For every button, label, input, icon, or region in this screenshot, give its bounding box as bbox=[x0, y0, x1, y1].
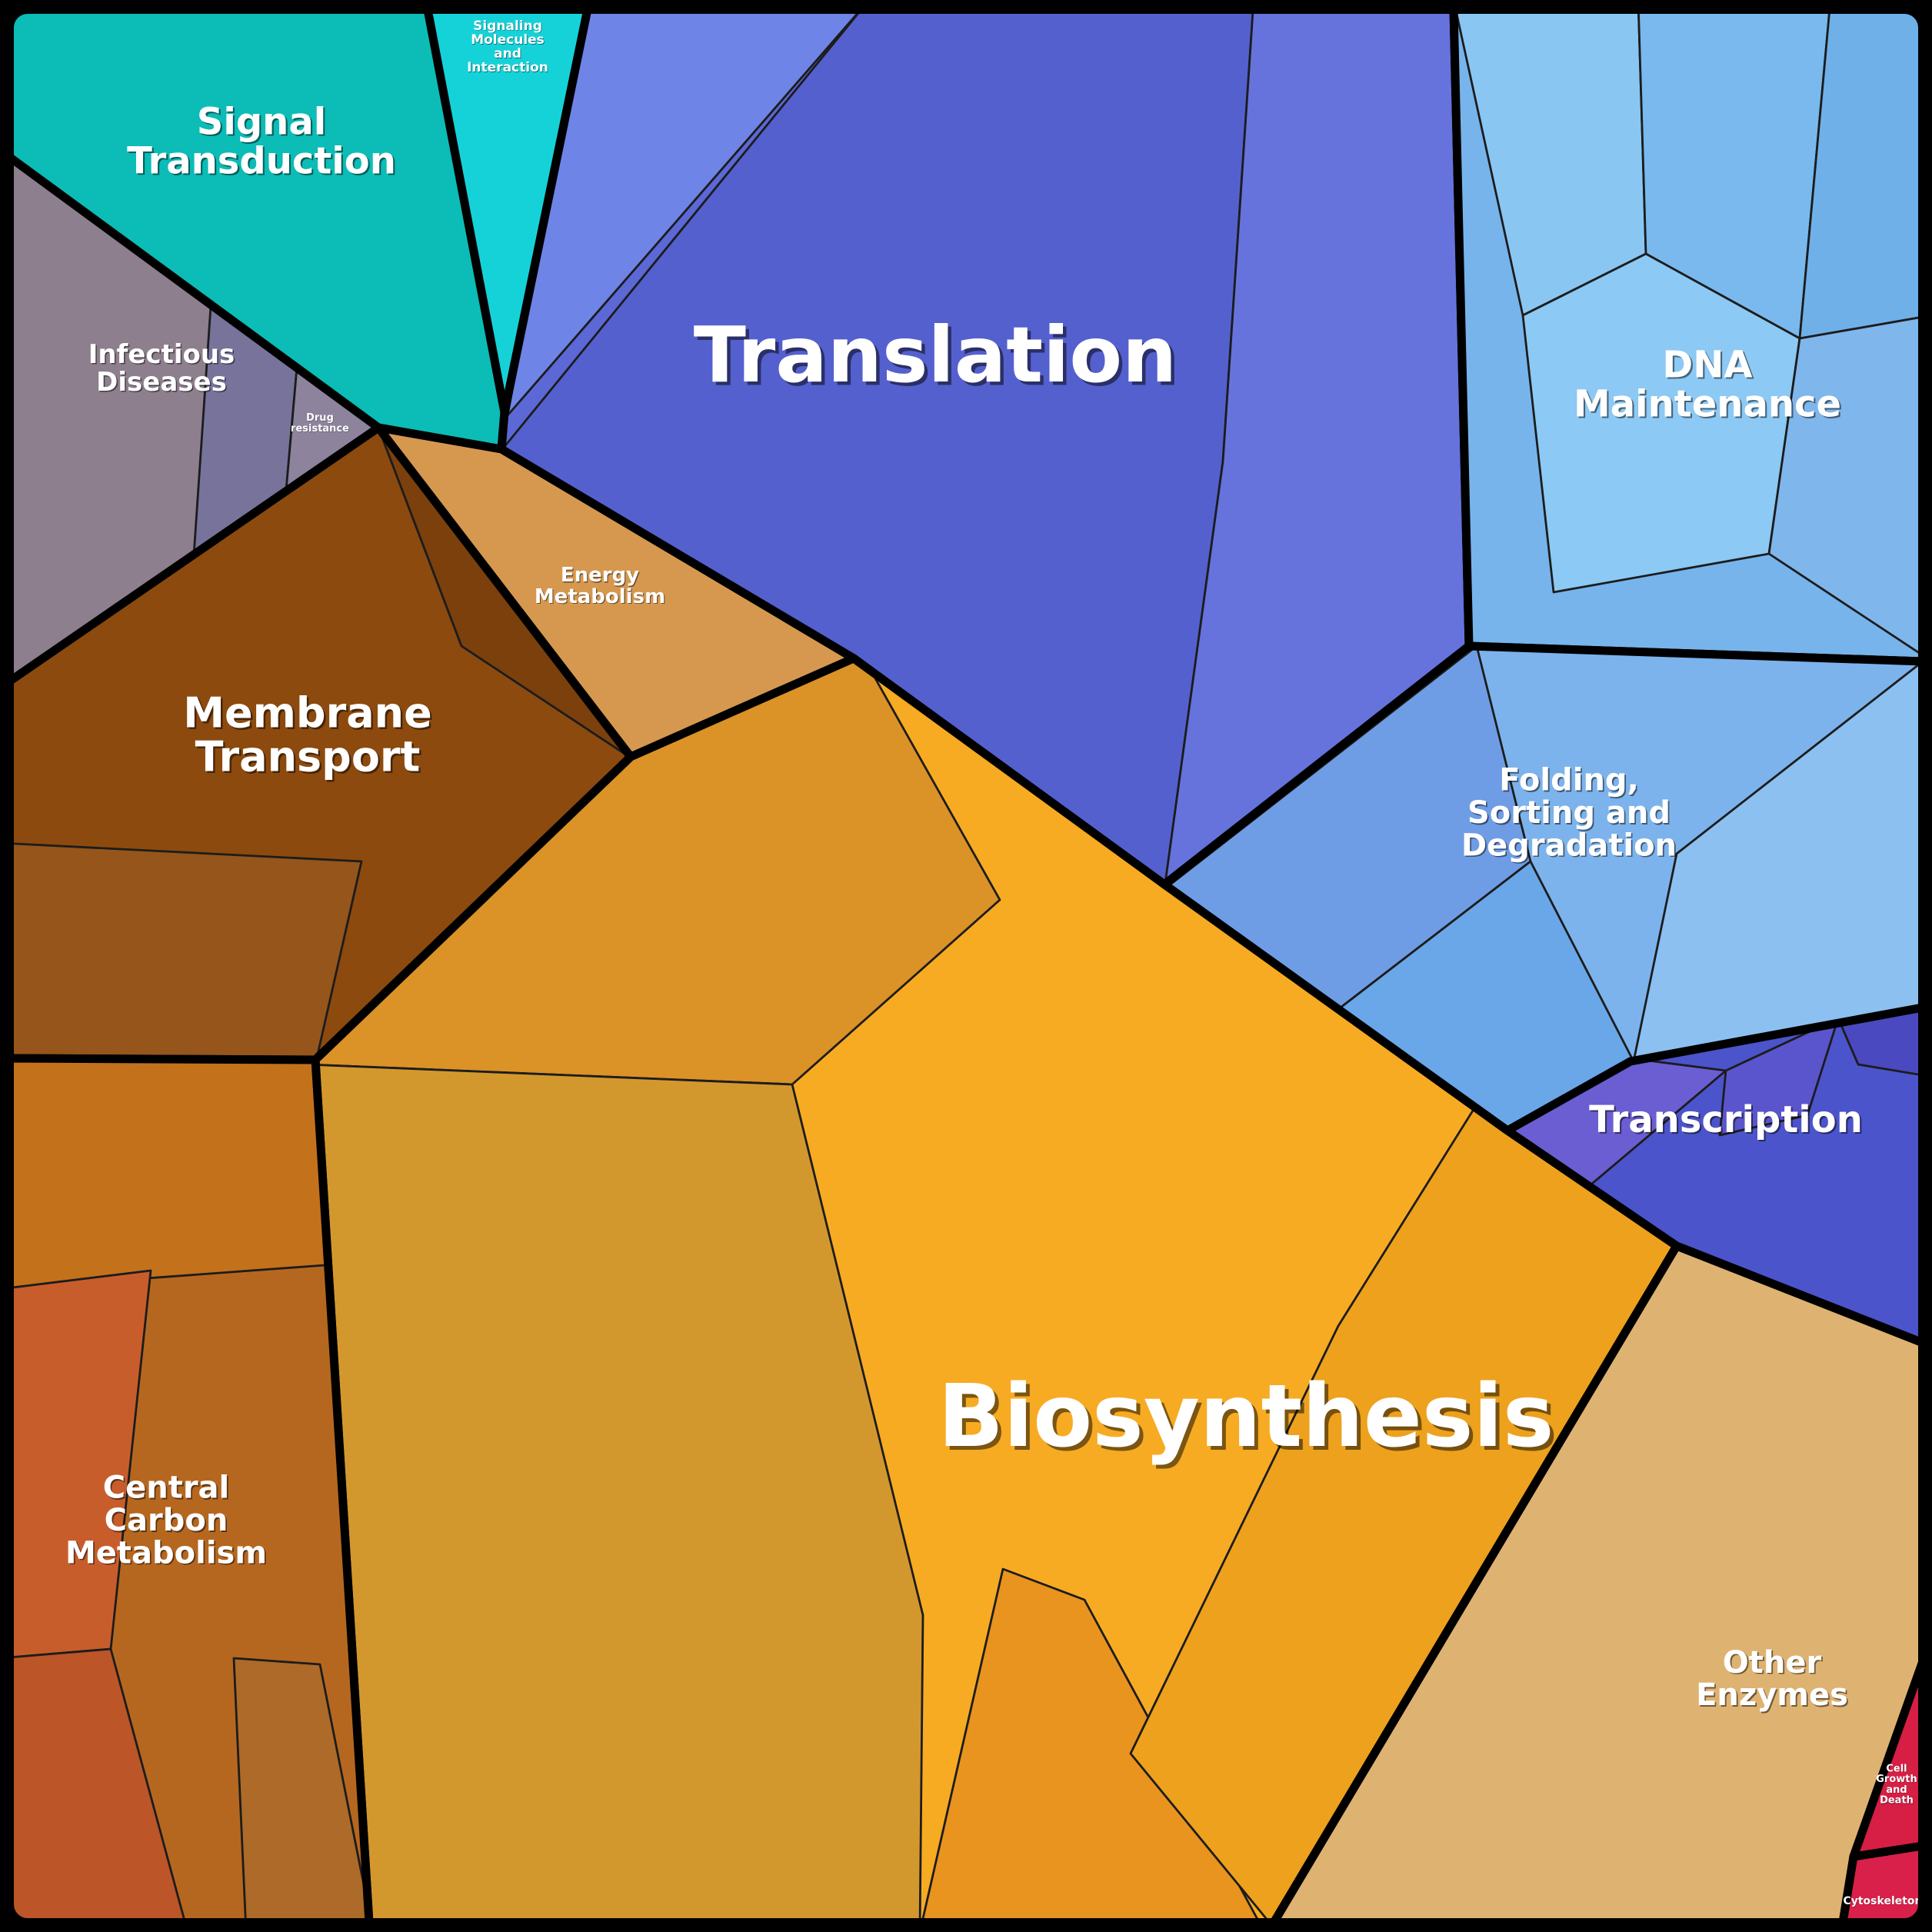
label-dna-maintenance: DNA Maintenance bbox=[1574, 344, 1841, 426]
label-transcription-shadow: Transcription bbox=[1591, 1100, 1864, 1143]
region-base-energy-metabolism bbox=[378, 428, 854, 757]
label-signaling-molecules-shadow: Signaling Molecules and Interaction bbox=[468, 19, 549, 76]
region-folding-sorting-degradation bbox=[1164, 646, 1923, 1131]
region-dna-maintenance bbox=[1454, 9, 1923, 661]
label-infectious-diseases: Infectious Diseases bbox=[88, 339, 235, 398]
label-folding-sorting-degradation: Folding, Sorting and Degradation bbox=[1461, 763, 1677, 864]
region-central-carbon-metabolism bbox=[9, 1058, 369, 1923]
label-transcription: Transcription bbox=[1589, 1098, 1863, 1141]
region-signaling-molecules bbox=[428, 9, 588, 412]
label-other-enzymes-shadow: Other Enzymes bbox=[1697, 1647, 1850, 1714]
label-cell-growth-and-death-shadow: Cell Growth and Death bbox=[1877, 1764, 1918, 1807]
region-other-enzymes bbox=[1274, 1246, 1923, 1923]
label-cytoskeleton: Cytoskeleton bbox=[1843, 1895, 1922, 1907]
region-translation bbox=[501, 9, 1469, 884]
label-central-carbon-metabolism-shadow: Central Carbon Metabolism bbox=[67, 1471, 268, 1572]
region-base-infectious-diseases bbox=[9, 157, 378, 681]
subcell-biosynthesis-2 bbox=[918, 1567, 1266, 1923]
label-signaling-molecules: Signaling Molecules and Interaction bbox=[467, 18, 548, 75]
region-cytoskeleton bbox=[1843, 1846, 1923, 1923]
subcell-membrane-transport-1 bbox=[9, 841, 363, 1060]
label-energy-metabolism: Energy Metabolism bbox=[535, 564, 665, 608]
subcell-central-carbon-metabolism-0 bbox=[9, 1058, 337, 1291]
label-translation-shadow: Translation bbox=[697, 314, 1180, 404]
subcell-dna-maintenance-2 bbox=[1798, 9, 1923, 340]
label-translation: Translation bbox=[694, 310, 1177, 400]
subcell-dna-maintenance-4 bbox=[1767, 314, 1923, 661]
label-signal-transduction-shadow: Signal Transduction bbox=[128, 102, 398, 185]
label-dna-maintenance-shadow: DNA Maintenance bbox=[1575, 345, 1843, 428]
region-biosynthesis bbox=[315, 658, 1677, 1923]
region-base-other-enzymes bbox=[1274, 1246, 1923, 1923]
label-biosynthesis: Biosynthesis bbox=[938, 1367, 1554, 1467]
subcell-central-carbon-metabolism-2 bbox=[9, 1647, 189, 1923]
subcell-translation-1 bbox=[501, 9, 1255, 884]
label-cell-growth-and-death: Cell Growth and Death bbox=[1876, 1763, 1917, 1806]
label-signal-transduction: Signal Transduction bbox=[127, 101, 396, 183]
label-central-carbon-metabolism: Central Carbon Metabolism bbox=[65, 1471, 267, 1571]
label-drug-resistance-shadow: Drug resistance bbox=[291, 413, 350, 435]
region-base-cytoskeleton bbox=[1843, 1846, 1923, 1923]
region-signal-transduction bbox=[9, 9, 505, 449]
region-infectious-diseases bbox=[9, 157, 378, 681]
label-infectious-diseases-shadow: Infectious Diseases bbox=[89, 341, 236, 399]
label-energy-metabolism-shadow: Energy Metabolism bbox=[535, 565, 666, 609]
label-biosynthesis-shadow: Biosynthesis bbox=[942, 1371, 1558, 1471]
region-base-signal-transduction bbox=[9, 9, 505, 449]
label-membrane-transport: Membrane Transport bbox=[183, 688, 431, 781]
region-base-signaling-molecules bbox=[428, 9, 588, 412]
subcell-central-carbon-metabolism-3 bbox=[232, 1657, 369, 1923]
region-energy-metabolism bbox=[378, 428, 854, 757]
label-drug-resistance: Drug resistance bbox=[291, 412, 349, 435]
label-cytoskeleton-shadow: Cytoskeleton bbox=[1844, 1896, 1923, 1908]
label-folding-sorting-degradation-shadow: Folding, Sorting and Degradation bbox=[1463, 764, 1678, 864]
label-membrane-transport-shadow: Membrane Transport bbox=[185, 691, 434, 783]
subcell-transcription-1 bbox=[1718, 1017, 1840, 1137]
label-other-enzymes: Other Enzymes bbox=[1696, 1645, 1848, 1713]
